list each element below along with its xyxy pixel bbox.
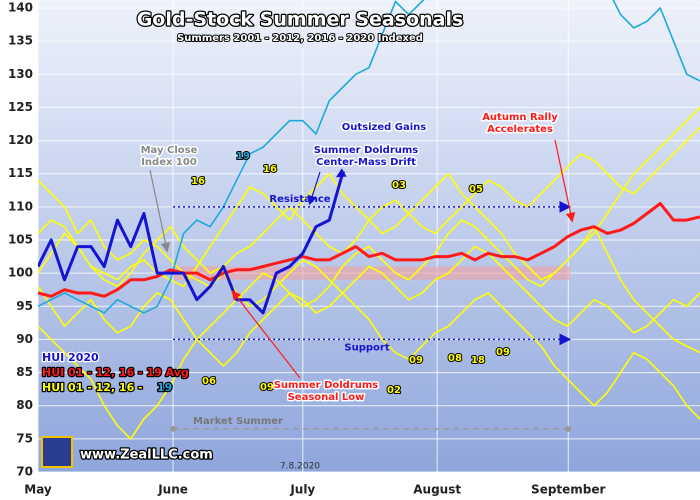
y-tick-label: 90 [16,332,33,346]
annotation: Summer Doldrums [274,380,379,391]
y-tick-label: 85 [16,365,33,379]
annotation: Seasonal Low [288,392,365,403]
y-tick-label: 140 [8,1,33,15]
series-line [38,245,700,367]
legend-entry: HUI 01 - 12, 16 - 19 Avg [42,366,189,379]
y-tick-label: 110 [8,199,33,213]
annotation-arrow [335,168,347,178]
series-line [38,173,344,315]
chart-subtitle: Summers 2001 - 2012, 2016 - 2020 Indexed [177,33,423,44]
annotation-arrow [307,171,321,206]
index-band [173,266,570,280]
y-tick-label: 95 [16,299,33,313]
grid [37,0,700,473]
annotation-arrow [149,169,171,253]
year-label: 08 [448,353,462,364]
x-tick-label: May [24,483,52,497]
y-tick-label: 125 [8,100,33,114]
series-line [38,106,700,440]
annotation-arrow [231,290,301,379]
series-line [38,179,700,420]
legend-entry: HUI 2020 [42,351,99,364]
annotation-arrow [554,139,576,223]
series-line [38,172,700,354]
reference-label: Support [344,342,389,353]
series-line [38,0,700,314]
reference-label: Market Summer [193,416,283,427]
series-line [38,202,700,298]
year-label: 09 [409,355,423,366]
annotation: Autumn Rally [482,112,558,123]
year-label: 16 [263,164,277,175]
overlay: Resistance Support Market Summer 19 16 16 03 05… [41,111,576,432]
y-tick-label: 115 [8,166,33,180]
annotation: Outsized Gains [342,122,427,133]
y-tick-label: 120 [8,133,33,147]
year-label: 19 [236,151,250,162]
plot-area [38,0,700,440]
year-label: 06 [202,376,216,387]
x-tick-label: July [289,483,315,497]
y-tick-label: 135 [8,34,33,48]
chart-title: Gold-Stock Summer Seasonals [137,9,464,31]
reference-dot [565,425,572,432]
legend-entry: 19 [157,381,172,394]
plot-background [38,0,700,472]
legend-entry: HUI 01 - 12, 16 - [42,381,143,394]
annotation: May Close [141,145,198,156]
year-label: 09 [496,347,510,358]
x-tick-label: September [531,483,605,497]
y-tick-label: 130 [8,67,33,81]
x-tick-label: June [157,483,188,497]
annotation: Center-Mass Drift [316,157,416,168]
year-label: 02 [387,385,401,396]
annotation: Accelerates [487,124,553,135]
annotation: Summer Doldrums [314,145,419,156]
y-tick-label: 70 [16,465,33,479]
annotation: Index 100 [141,157,197,168]
year-label: 18 [471,355,485,366]
website: www.ZealLLC.com [80,448,213,463]
year-label: 16 [191,176,205,187]
date: 7.8.2020 [280,462,320,472]
year-label: 03 [392,180,406,191]
year-label: 05 [469,184,483,195]
y-tick-label: 80 [16,398,33,412]
reference-dot [170,425,177,432]
y-tick-label: 100 [8,266,33,280]
reference-label: Resistance [269,194,330,205]
logo [41,436,73,468]
y-tick-label: 105 [8,233,33,247]
y-tick-label: 75 [16,431,33,445]
x-tick-label: August [413,483,461,497]
year-label: 09 [260,382,274,393]
